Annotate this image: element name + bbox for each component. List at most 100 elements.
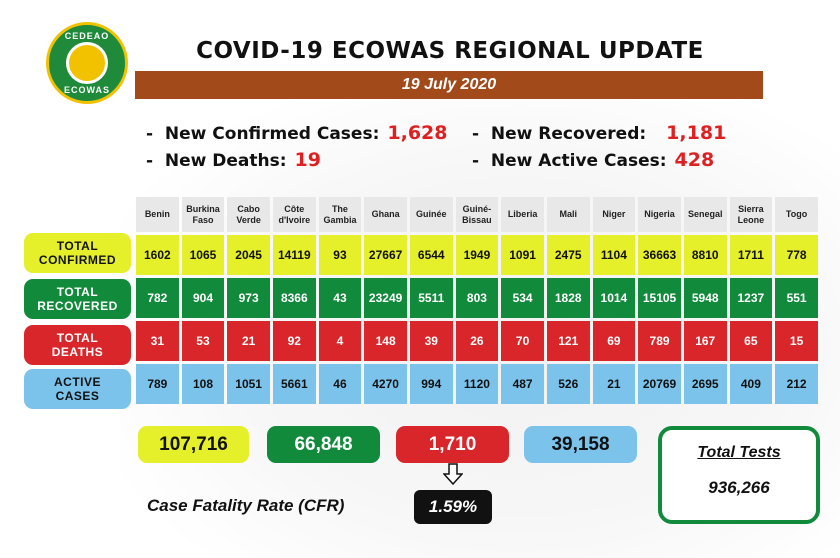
total-tests-label: Total Tests [697,444,781,461]
total-active-box: 39,158 [524,426,637,463]
confirmed-cell: 36663 [638,235,681,275]
new-confirmed-value: 1,628 [387,122,448,144]
country-header: Sierra Leone [729,197,773,232]
country-header: Guiné-Bissau [455,197,499,232]
confirmed-cell: 2475 [546,235,590,275]
row-label-recovered: TOTAL RECOVERED [24,279,131,319]
new-active-value: 428 [674,149,715,171]
country-header: Burkina Faso [181,197,225,232]
confirmed-cell: 1091 [501,235,544,275]
recovered-cell: 803 [455,278,499,318]
logo-top-text: CEDEAO [64,31,110,41]
logo-emblem-icon [66,42,108,84]
bullet: - [146,124,154,144]
deaths-cell: 65 [729,321,773,361]
new-deaths-stat: - New Deaths: 19 [146,149,321,171]
recovered-cell: 1237 [729,278,773,318]
confirmed-row: 1602 1065 2045 14119 93 27667 6544 1949 1091 2475… [136,235,818,275]
page-title: COVID-19 ECOWAS REGIONAL UPDATE [196,38,704,64]
country-stats-table: Benin Burkina Faso Cabo Verde Côte d'Ivoire… [133,194,821,407]
deaths-cell: 31 [136,321,179,361]
active-cell: 2695 [683,364,727,404]
new-active-label: New Active Cases: [490,151,667,171]
bullet: - [472,124,480,144]
deaths-cell: 15 [775,321,818,361]
cfr-value: 1.59% [414,490,492,524]
down-arrow-icon [443,463,463,485]
recovered-cell: 8366 [272,278,316,318]
new-deaths-label: New Deaths: [164,151,287,171]
deaths-cell: 69 [592,321,636,361]
confirmed-cell: 6544 [409,235,453,275]
logo-bottom-text: ECOWAS [63,85,110,95]
deaths-cell: 4 [318,321,362,361]
active-cell: 4270 [364,364,407,404]
country-header: Benin [136,197,179,232]
total-deaths-box: 1,710 [396,426,509,463]
bullet: - [472,151,480,171]
active-cell: 789 [136,364,179,404]
confirmed-cell: 1711 [729,235,773,275]
country-header: Togo [775,197,818,232]
recovered-cell: 23249 [364,278,407,318]
ecowas-logo: CEDEAO ECOWAS [46,22,128,104]
total-confirmed-box: 107,716 [138,426,249,463]
recovered-cell: 534 [501,278,544,318]
active-cell: 212 [775,364,818,404]
recovered-row: 782 904 973 8366 43 23249 5511 803 534 1828 1014 15… [136,278,818,318]
recovered-cell: 15105 [638,278,681,318]
active-cell: 46 [318,364,362,404]
recovered-cell: 973 [227,278,270,318]
country-header: Côte d'Ivoire [272,197,316,232]
new-deaths-value: 19 [294,149,321,171]
active-cell: 21 [592,364,636,404]
date-banner: 19 July 2020 [135,71,763,99]
confirmed-cell: 14119 [272,235,316,275]
country-header: Niger [592,197,636,232]
new-recovered-stat: - New Recovered: 1,181 [472,122,726,144]
deaths-row: 31 53 21 92 4 148 39 26 70 121 69 789 167 65 15 [136,321,818,361]
new-confirmed-stat: - New Confirmed Cases: 1,628 [146,122,447,144]
total-recovered-box: 66,848 [267,426,380,463]
recovered-cell: 5948 [683,278,727,318]
confirmed-cell: 2045 [227,235,270,275]
confirmed-cell: 1104 [592,235,636,275]
new-recovered-label: New Recovered: [490,124,647,144]
total-tests-value: 936,266 [708,478,770,497]
deaths-cell: 53 [181,321,225,361]
deaths-cell: 789 [638,321,681,361]
confirmed-cell: 778 [775,235,818,275]
confirmed-cell: 1949 [455,235,499,275]
active-cell: 526 [546,364,590,404]
recovered-cell: 43 [318,278,362,318]
row-label-confirmed: TOTAL CONFIRMED [24,233,131,273]
recovered-cell: 782 [136,278,179,318]
deaths-cell: 70 [501,321,544,361]
deaths-cell: 121 [546,321,590,361]
bullet: - [146,151,154,171]
country-header: The Gambia [318,197,362,232]
country-header: Ghana [364,197,407,232]
active-cell: 20769 [638,364,681,404]
new-confirmed-label: New Confirmed Cases: [164,124,380,144]
confirmed-cell: 1602 [136,235,179,275]
deaths-cell: 167 [683,321,727,361]
row-label-deaths: TOTAL DEATHS [24,325,131,365]
country-header: Mali [546,197,590,232]
recovered-cell: 904 [181,278,225,318]
active-cell: 1120 [455,364,499,404]
recovered-cell: 1828 [546,278,590,318]
active-cell: 994 [409,364,453,404]
recovered-cell: 1014 [592,278,636,318]
active-cell: 487 [501,364,544,404]
active-cell: 108 [181,364,225,404]
cfr-label: Case Fatality Rate (CFR) [147,496,345,515]
confirmed-cell: 8810 [683,235,727,275]
confirmed-cell: 1065 [181,235,225,275]
active-cell: 5661 [272,364,316,404]
country-header: Guinée [409,197,453,232]
country-header: Senegal [683,197,727,232]
active-row: 789 108 1051 5661 46 4270 994 1120 487 526 21 20769… [136,364,818,404]
active-cell: 1051 [227,364,270,404]
deaths-cell: 92 [272,321,316,361]
